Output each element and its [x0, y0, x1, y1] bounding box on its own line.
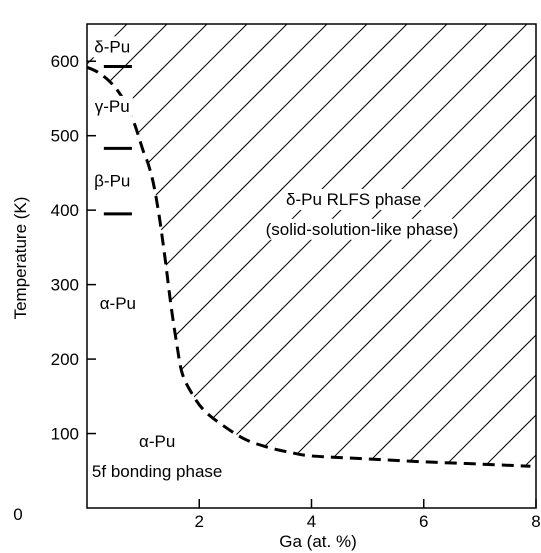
- hatch-line-17: [282, 24, 536, 467]
- x-axis-title: Ga (at. %): [279, 532, 356, 551]
- phase-label: 5f bonding phase: [92, 462, 222, 481]
- y-tick-label: 300: [51, 276, 79, 295]
- y-tick-label: 100: [51, 425, 79, 444]
- x-tick-label: 8: [531, 512, 540, 531]
- label-background: [91, 170, 134, 192]
- y-tick-label: 500: [51, 127, 79, 146]
- hatch-line-4: [87, 24, 248, 467]
- origin-label: 0: [13, 505, 22, 524]
- hatch-line-5: [87, 24, 288, 467]
- hatch-line-14: [162, 24, 536, 467]
- phase-label: β-Pu: [94, 171, 130, 190]
- x-tick-label: 6: [419, 512, 428, 531]
- hatch-line-16: [242, 24, 536, 467]
- phase-label: δ-Pu RLFS phase: [286, 190, 421, 209]
- label-background: [262, 218, 462, 240]
- x-tick-label: 4: [307, 512, 316, 531]
- label-background: [91, 95, 133, 117]
- phase-label: δ-Pu: [94, 37, 130, 56]
- hatch-line-22: [482, 24, 536, 467]
- y-tick-label: 200: [51, 350, 79, 369]
- hatch-line-6: [87, 24, 328, 467]
- y-tick-label: 400: [51, 201, 79, 220]
- hatch-line-13: [122, 24, 536, 467]
- hatch-line-18: [322, 24, 536, 467]
- transition-lines: [103, 64, 132, 216]
- hatch-line-19: [362, 24, 536, 467]
- hatch-line-15: [202, 24, 536, 467]
- phase-label: γ-Pu: [95, 97, 130, 116]
- y-tick-label: 600: [51, 52, 79, 71]
- phase-labels: δ-Pu γ-Pu β-Pu α-Pu δ-Pu RLFS phase (solid-so…: [88, 36, 462, 482]
- label-background: [136, 430, 179, 452]
- label-background: [96, 293, 140, 315]
- y-axis-title: Temperature (K): [11, 197, 30, 320]
- hatch-line-20: [402, 24, 536, 467]
- hatch-line-10: [87, 24, 488, 467]
- axis-ticks: 2 4 6 8 100 200 300 400 500 600: [51, 52, 541, 531]
- hatch-line-21: [442, 24, 536, 467]
- label-background: [88, 460, 226, 482]
- hatch-line-9: [87, 24, 448, 467]
- label-background: [283, 188, 425, 210]
- phase-label: α-Pu: [139, 432, 175, 451]
- label-background: [91, 36, 134, 58]
- rlfs-phase-hatch: [87, 24, 536, 467]
- x-tick-label: 2: [195, 512, 204, 531]
- phase-label: (solid-solution-like phase): [266, 220, 459, 239]
- phase-label: α-Pu: [100, 294, 136, 313]
